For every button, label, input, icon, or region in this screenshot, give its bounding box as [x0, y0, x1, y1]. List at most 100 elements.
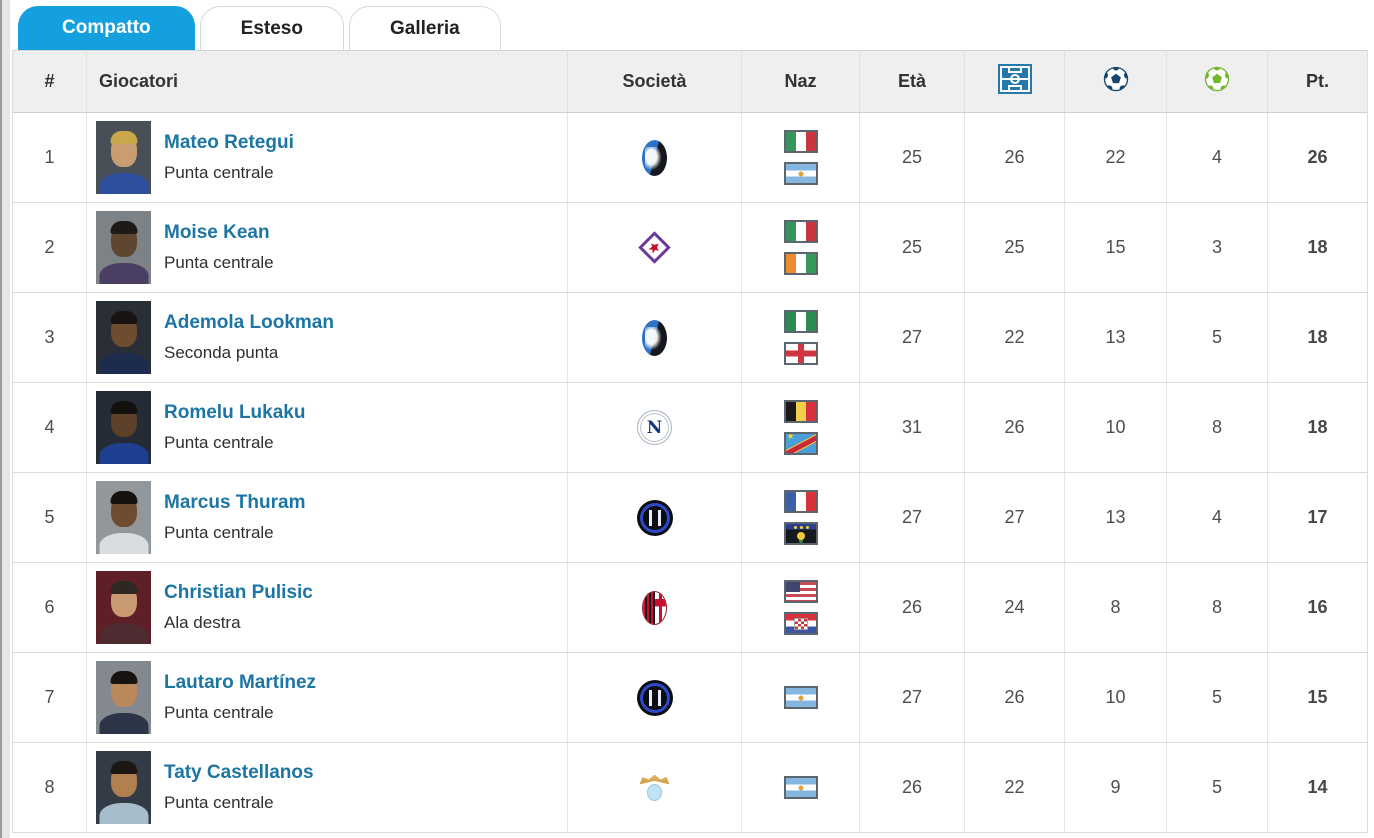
player-cell: Ademola Lookman Seconda punta — [86, 293, 567, 382]
table-row: 6 Christian Pulisic Ala destra 26 24 8 8 16 — [13, 563, 1367, 653]
inter-logo[interactable] — [636, 679, 673, 716]
tab-esteso[interactable]: Esteso — [199, 6, 344, 50]
player-photo[interactable] — [96, 751, 151, 824]
photo-shirt-silhouette — [99, 353, 148, 374]
inter-logo[interactable] — [636, 499, 673, 536]
club-cell — [567, 743, 741, 832]
age-cell: 27 — [859, 473, 964, 562]
club-cell — [567, 113, 741, 202]
table-row: 5 Marcus Thuram Punta centrale 27 27 13 4 17 — [13, 473, 1367, 563]
player-info: Marcus Thuram Punta centrale — [164, 492, 305, 543]
fiorentina-logo[interactable] — [638, 231, 671, 264]
header-club[interactable]: Società — [567, 51, 741, 112]
atalanta-logo[interactable] — [642, 139, 667, 176]
guadeloupe-flag — [783, 522, 818, 545]
player-photo[interactable] — [96, 661, 151, 734]
header-appearances[interactable] — [964, 51, 1064, 112]
player-position: Punta centrale — [164, 163, 274, 182]
photo-shirt-silhouette — [99, 173, 148, 194]
player-name-link[interactable]: Christian Pulisic — [164, 582, 313, 603]
photo-shirt-silhouette — [99, 623, 148, 644]
player-photo[interactable] — [96, 211, 151, 284]
photo-shirt-silhouette — [99, 263, 148, 284]
italy-flag — [783, 130, 818, 153]
appearances-cell: 25 — [964, 203, 1064, 292]
player-cell: Christian Pulisic Ala destra — [86, 563, 567, 652]
player-photo[interactable] — [96, 121, 151, 194]
photo-hair-silhouette — [110, 761, 137, 774]
header-age[interactable]: Età — [859, 51, 964, 112]
table-row: 3 Ademola Lookman Seconda punta 27 22 13 5 18 — [13, 293, 1367, 383]
table-row: 8 Taty Castellanos Punta centrale 26 22 9 5 14 — [13, 743, 1367, 833]
points-cell: 16 — [1267, 563, 1367, 652]
header-player[interactable]: Giocatori — [86, 51, 567, 112]
lazio-logo[interactable] — [640, 775, 670, 801]
club-cell — [567, 203, 741, 292]
goals-cell: 10 — [1064, 653, 1166, 742]
player-info: Taty Castellanos Punta centrale — [164, 762, 314, 813]
nationality-cell — [741, 293, 859, 382]
player-name-link[interactable]: Mateo Retegui — [164, 132, 294, 153]
photo-hair-silhouette — [110, 671, 137, 684]
rank-cell: 7 — [44, 687, 55, 707]
player-photo[interactable] — [96, 571, 151, 644]
rank-cell: 3 — [44, 327, 55, 347]
header-goals[interactable] — [1064, 51, 1166, 112]
player-photo[interactable] — [96, 481, 151, 554]
belgium-flag — [783, 400, 818, 423]
age-cell: 25 — [859, 203, 964, 292]
player-name-link[interactable]: Romelu Lukaku — [164, 402, 306, 423]
player-cell: Taty Castellanos Punta centrale — [86, 743, 567, 832]
header-rank[interactable]: # — [44, 71, 55, 91]
dr-congo-flag — [783, 432, 818, 455]
goals-cell: 13 — [1064, 473, 1166, 562]
assists-cell: 4 — [1166, 473, 1267, 562]
player-name-link[interactable]: Taty Castellanos — [164, 762, 314, 783]
player-name-link[interactable]: Moise Kean — [164, 222, 270, 243]
club-cell — [567, 293, 741, 382]
player-info: Lautaro Martínez Punta centrale — [164, 672, 316, 723]
header-points[interactable]: Pt. — [1267, 51, 1367, 112]
player-info: Moise Kean Punta centrale — [164, 222, 274, 273]
photo-hair-silhouette — [110, 401, 137, 414]
player-position: Ala destra — [164, 613, 241, 632]
player-photo[interactable] — [96, 391, 151, 464]
assists-cell: 4 — [1166, 113, 1267, 202]
club-cell — [567, 473, 741, 562]
appearances-cell: 26 — [964, 113, 1064, 202]
photo-shirt-silhouette — [99, 443, 148, 464]
header-assists[interactable] — [1166, 51, 1267, 112]
club-cell — [567, 383, 741, 472]
table-row: 1 Mateo Retegui Punta centrale 25 26 22 4 26 — [13, 113, 1367, 203]
nationality-cell — [741, 743, 859, 832]
argentina-flag — [783, 776, 818, 799]
points-cell: 18 — [1267, 383, 1367, 472]
age-cell: 26 — [859, 563, 964, 652]
table-row: 7 Lautaro Martínez Punta centrale 27 26 10 5 15 — [13, 653, 1367, 743]
points-cell: 18 — [1267, 293, 1367, 382]
rank-cell: 1 — [44, 147, 55, 167]
photo-hair-silhouette — [110, 581, 137, 594]
points-cell: 14 — [1267, 743, 1367, 832]
player-cell: Lautaro Martínez Punta centrale — [86, 653, 567, 742]
view-tabs: Compatto Esteso Galleria — [12, 0, 1368, 50]
atalanta-logo[interactable] — [642, 319, 667, 356]
milan-logo[interactable] — [642, 590, 667, 625]
header-nationality[interactable]: Naz — [741, 51, 859, 112]
player-name-link[interactable]: Lautaro Martínez — [164, 672, 317, 693]
tab-compatto[interactable]: Compatto — [18, 6, 195, 50]
page-content: Compatto Esteso Galleria # Giocatori Socie… — [12, 0, 1368, 833]
player-name-link[interactable]: Ademola Lookman — [164, 312, 334, 333]
player-position: Punta centrale — [164, 433, 274, 452]
player-cell: Romelu Lukaku Punta centrale — [86, 383, 567, 472]
rank-cell: 5 — [44, 507, 55, 527]
napoli-logo[interactable] — [637, 410, 672, 445]
points-cell: 17 — [1267, 473, 1367, 562]
player-cell: Mateo Retegui Punta centrale — [86, 113, 567, 202]
tab-galleria[interactable]: Galleria — [348, 6, 501, 50]
player-name-link[interactable]: Marcus Thuram — [164, 492, 306, 513]
player-position: Punta centrale — [164, 523, 274, 542]
assists-cell: 5 — [1166, 653, 1267, 742]
player-photo[interactable] — [96, 301, 151, 374]
club-cell — [567, 653, 741, 742]
